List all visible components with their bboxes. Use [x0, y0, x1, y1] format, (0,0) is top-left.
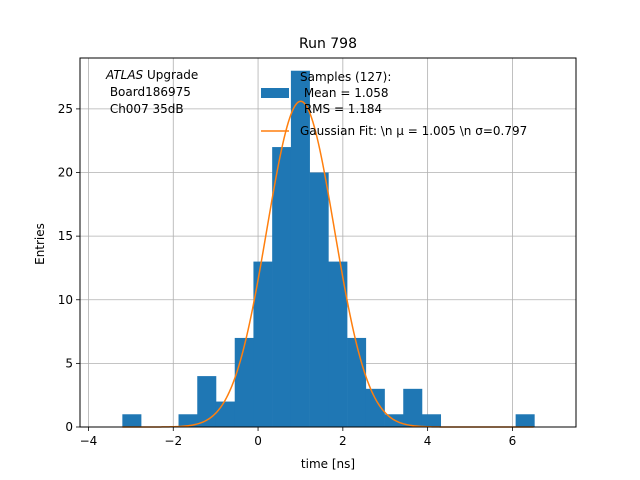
y-axis-label: Entries [33, 223, 47, 265]
y-tick-label: 5 [65, 356, 73, 370]
legend-histogram-label: Mean = 1.058 [300, 86, 389, 100]
histogram-bar [403, 388, 423, 427]
chart-title: Run 798 [299, 36, 357, 52]
x-axis-ticks: −4 −2 0 2 4 6 [80, 427, 517, 448]
legend-fit-label: Gaussian Fit: \n μ = 1.005 \n σ=0.797 [300, 124, 527, 138]
y-tick-label: 10 [58, 293, 73, 307]
histogram-bar [215, 401, 236, 427]
annotation-italic: ATLAS [105, 68, 144, 82]
plot-frame [79, 57, 577, 428]
histogram-bar [365, 388, 385, 427]
x-tick-label: −2 [164, 434, 182, 448]
histogram-bar [328, 261, 348, 427]
annotation-line: Board186975 [106, 85, 191, 99]
legend-histogram-label: Samples (127): [300, 70, 391, 84]
histogram-bar [234, 337, 254, 427]
histogram-bar [290, 70, 310, 428]
x-tick-label: 0 [254, 434, 262, 448]
y-axis-ticks: 0 5 10 15 20 25 [58, 102, 80, 434]
histogram-bar [347, 337, 367, 427]
x-axis-label: time [ns] [301, 457, 355, 471]
y-tick-label: 20 [58, 166, 73, 180]
histogram-bar [253, 261, 273, 427]
histogram-bar [122, 414, 142, 427]
histogram-bar [515, 414, 535, 427]
legend: Samples (127): Mean = 1.058 RMS = 1.184 G… [261, 70, 527, 138]
y-tick-label: 25 [58, 102, 73, 116]
histogram-bar [197, 376, 217, 427]
annotation-line: Ch007 35dB [106, 102, 184, 116]
annotation-text: Upgrade [143, 68, 198, 82]
histogram-bar [178, 414, 198, 427]
x-tick-label: 6 [509, 434, 517, 448]
y-tick-label: 15 [58, 229, 73, 243]
x-tick-label: −4 [80, 434, 98, 448]
x-tick-label: 4 [424, 434, 432, 448]
atlas-annotation: ATLAS Upgrade Board186975 Ch007 35dB [105, 68, 198, 116]
y-tick-label: 0 [65, 420, 73, 434]
legend-histogram-label: RMS = 1.184 [300, 102, 382, 116]
histogram-bars [122, 70, 535, 428]
histogram-bar [421, 414, 442, 427]
annotation-text: Ch007 35dB [106, 102, 184, 116]
annotation-line: ATLAS Upgrade [105, 68, 198, 82]
histogram-bar [272, 147, 292, 427]
x-tick-label: 2 [339, 434, 347, 448]
annotation-text: Board186975 [106, 85, 191, 99]
histogram-bar [309, 172, 329, 427]
legend-histogram-swatch [261, 88, 289, 98]
